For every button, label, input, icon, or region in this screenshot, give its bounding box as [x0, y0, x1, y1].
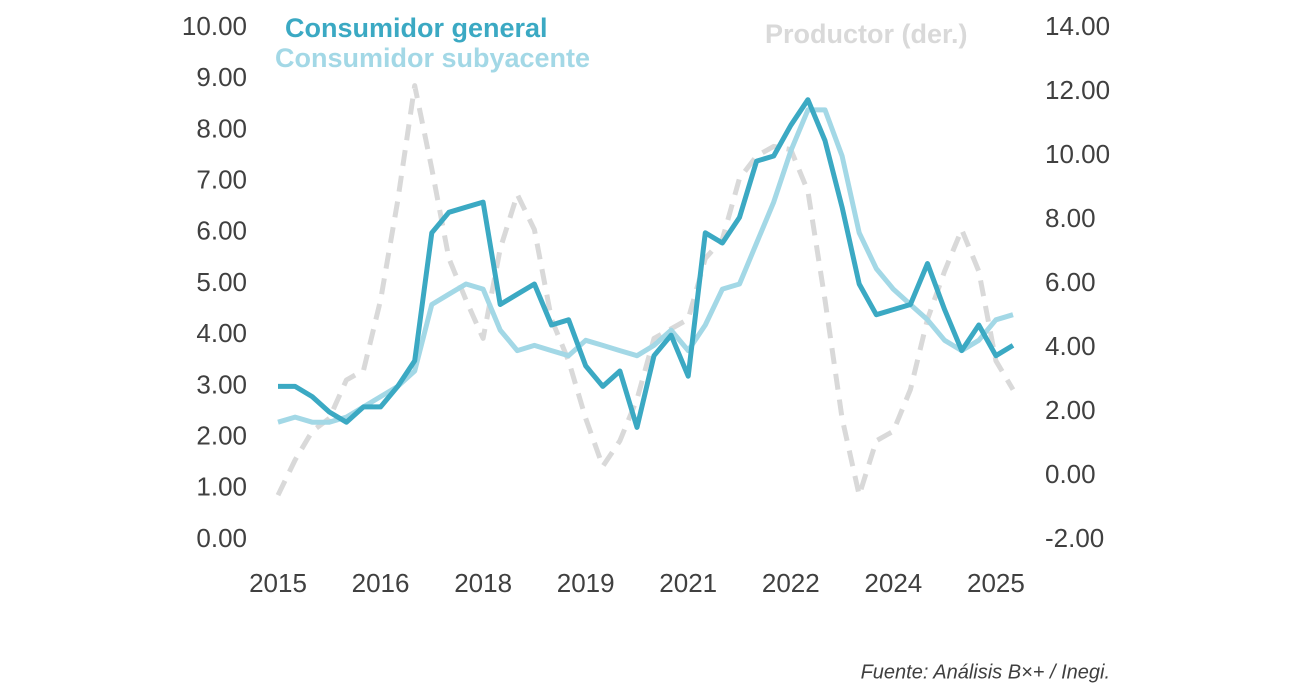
y-tick-label: 2.00	[196, 420, 247, 450]
y2-tick-label: 6.00	[1045, 267, 1096, 297]
legend-entry: Consumidor subyacente	[275, 43, 590, 73]
y2-tick-label: 8.00	[1045, 203, 1096, 233]
x-tick-label: 2018	[454, 568, 512, 598]
y2-tick-label: 0.00	[1045, 459, 1096, 489]
x-tick-label: 2021	[659, 568, 717, 598]
y2-tick-label: 10.00	[1045, 139, 1110, 169]
y-tick-label: 6.00	[196, 216, 247, 246]
y2-tick-label: 2.00	[1045, 395, 1096, 425]
y2-tick-label: 4.00	[1045, 331, 1096, 361]
x-tick-label: 2024	[864, 568, 922, 598]
y-tick-label: 0.00	[196, 523, 247, 553]
x-tick-label: 2022	[762, 568, 820, 598]
y-tick-label: 9.00	[196, 62, 247, 92]
legend-entry: Productor (der.)	[765, 19, 968, 49]
y-tick-label: 3.00	[196, 369, 247, 399]
legend-entry: Consumidor general	[285, 13, 548, 43]
y-tick-label: 5.00	[196, 267, 247, 297]
y-tick-label: 8.00	[196, 113, 247, 143]
x-tick-label: 2025	[967, 568, 1025, 598]
y-tick-label: 7.00	[196, 164, 247, 194]
x-tick-label: 2016	[352, 568, 410, 598]
y2-tick-label: 14.00	[1045, 11, 1110, 41]
x-tick-label: 2015	[249, 568, 307, 598]
y-tick-label: 10.00	[182, 11, 247, 41]
y-tick-label: 1.00	[196, 472, 247, 502]
series-line	[278, 97, 1015, 430]
series-line	[275, 83, 1016, 498]
source-note: Fuente: Análisis B×+ / Inegi.	[861, 661, 1110, 683]
y2-tick-label: -2.00	[1045, 523, 1104, 553]
x-tick-label: 2019	[557, 568, 615, 598]
y-tick-label: 4.00	[196, 318, 247, 348]
y2-tick-label: 12.00	[1045, 75, 1110, 105]
